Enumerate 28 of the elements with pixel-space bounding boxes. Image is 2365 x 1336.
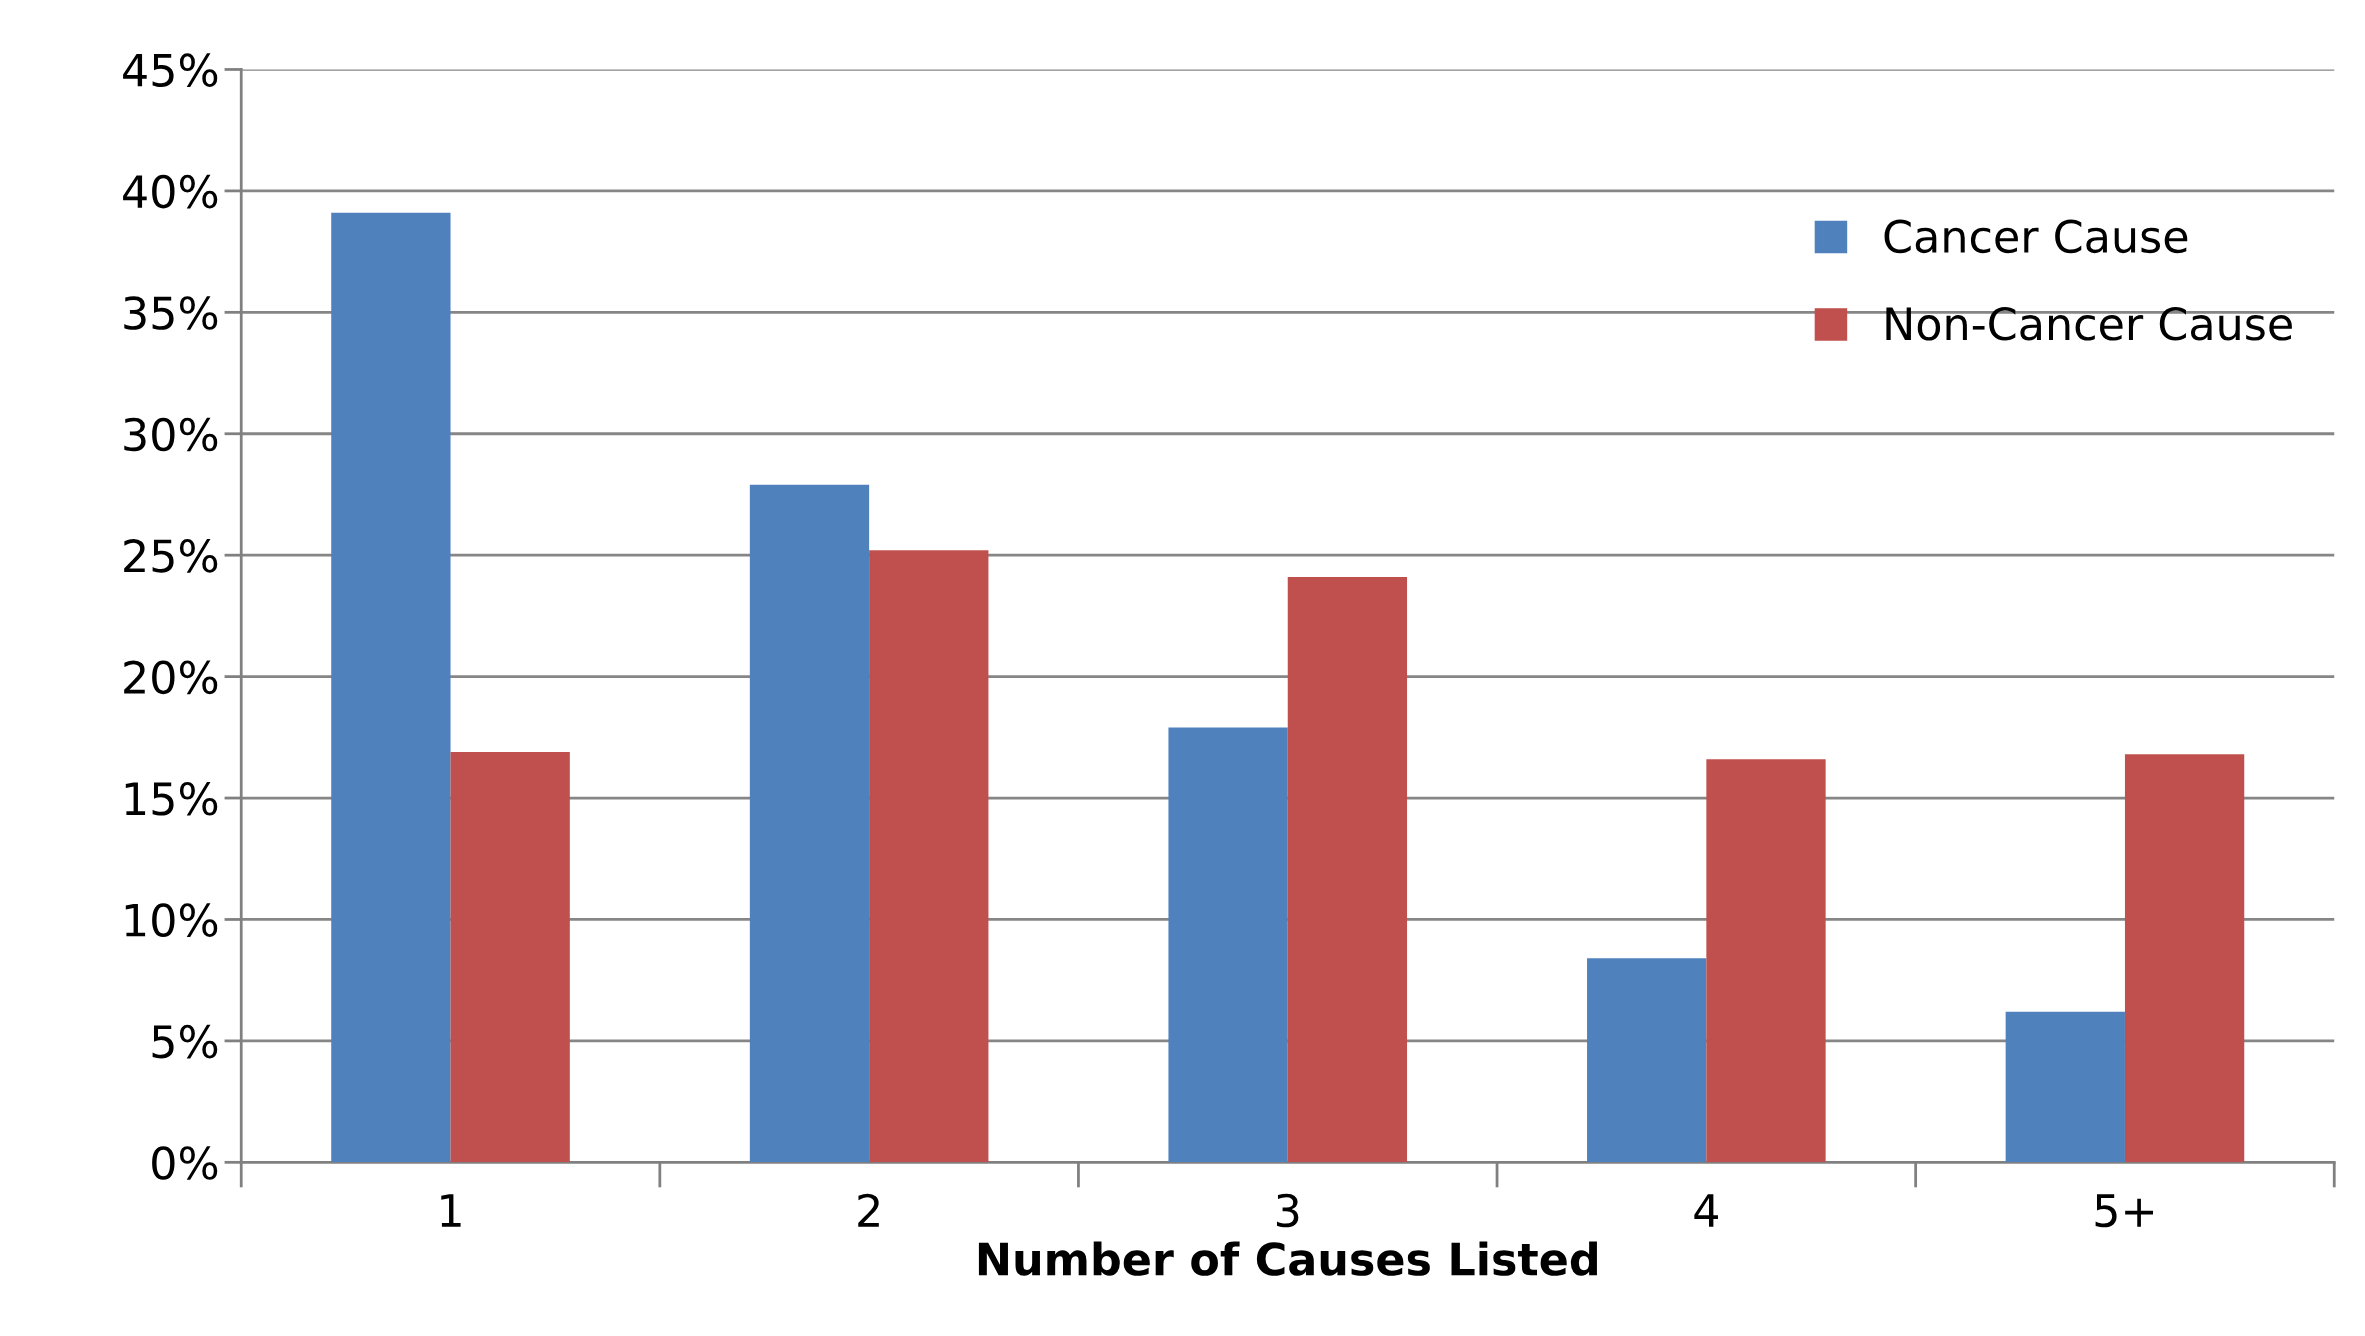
bar (331, 212, 451, 1163)
bar (450, 751, 570, 1163)
x-tick-label: 4 (1694, 1194, 1718, 1227)
x-tick-label: 5+ (2095, 1194, 2153, 1228)
y-tick-label: 45% (123, 53, 218, 87)
y-tick-label: 0% (152, 1146, 218, 1180)
y-tick-label: 40% (123, 174, 218, 209)
bar (1287, 577, 1408, 1163)
y-tick-label: 15% (125, 781, 218, 816)
y-tick-label: 35% (124, 296, 218, 330)
bar (2124, 754, 2245, 1163)
x-tick-label: 1 (441, 1194, 461, 1227)
x-tick-label: 2 (858, 1193, 879, 1227)
y-tick-label: 25% (124, 539, 218, 573)
bar (2005, 1011, 2125, 1163)
y-tick-label: 5% (152, 1024, 218, 1059)
bar (1168, 727, 1288, 1163)
bar (869, 550, 989, 1163)
bar (1706, 759, 1826, 1163)
y-tick-label: 20% (124, 660, 218, 695)
x-axis-title: Number of Causes Listed (978, 1241, 1597, 1276)
bar (749, 484, 870, 1163)
bar (1587, 958, 1707, 1163)
legend-label: Non-Cancer Cause (1886, 307, 2292, 341)
y-tick-label: 30% (124, 417, 218, 452)
x-tick-label: 3 (1276, 1193, 1299, 1228)
y-tick-label: 10% (125, 903, 218, 937)
legend-label: Cancer Cause (1884, 219, 2188, 254)
